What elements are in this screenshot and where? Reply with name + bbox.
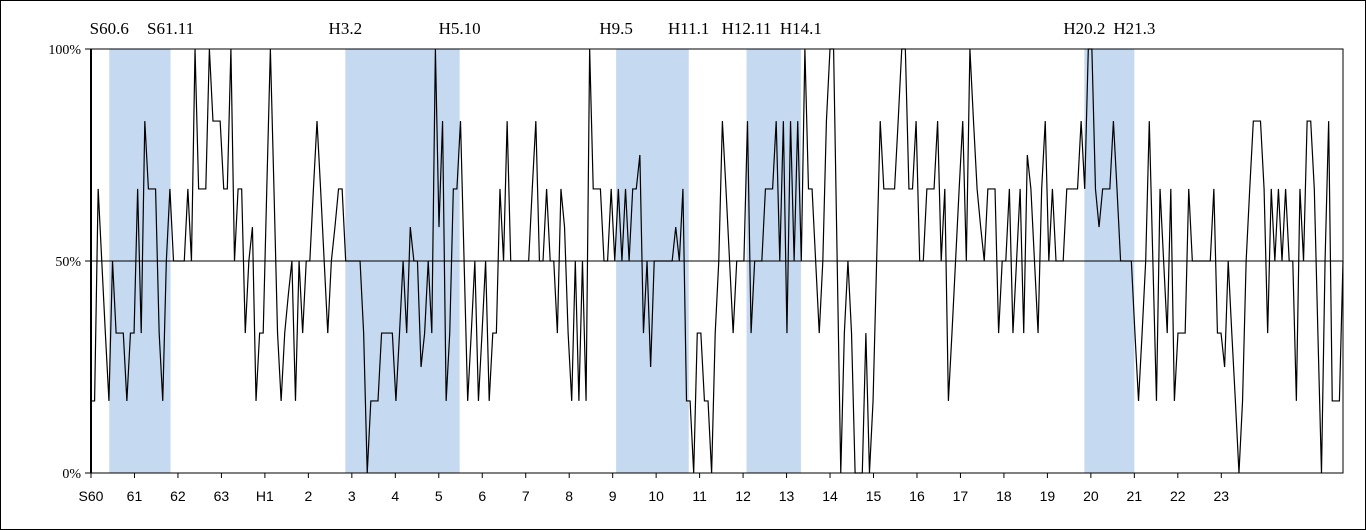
period-labels: S60.6 S61.11 H3.2 H5.10 H9.5 H11.1 H12.11 H14.1… (90, 19, 1156, 38)
y-tick-label-2: 100% (48, 43, 81, 58)
x-tick-label-21: 18 (996, 488, 1012, 504)
x-tick-labels: S60 61 62 63 H1 2 3 4 5 6 7 8 9 10 11 12 13 14 15 16 17 18 19 2… (79, 488, 1230, 504)
x-tick-label-15: 12 (735, 488, 751, 504)
period-start-label-0: S60.6 (90, 19, 129, 38)
x-tick-label-13: 10 (648, 488, 664, 504)
period-start-label-2: H9.5 (599, 19, 633, 38)
y-tick-label-0: 0% (62, 467, 81, 482)
x-tick-label-23: 20 (1083, 488, 1099, 504)
x-tick-label-12: 9 (609, 488, 617, 504)
x-tick-label-8: 5 (435, 488, 443, 504)
x-tick-label-26: 23 (1213, 488, 1229, 504)
series-line (91, 48, 1344, 474)
x-tick-label-17: 14 (822, 488, 838, 504)
period-start-label-3: H12.11 (722, 19, 772, 38)
x-tick-label-1: 61 (127, 488, 143, 504)
period-end-label-1: H5.10 (439, 19, 481, 38)
x-tick-label-9: 6 (478, 488, 486, 504)
x-tick-label-19: 16 (909, 488, 925, 504)
period-end-label-0: S61.11 (147, 19, 194, 38)
x-tick-label-3: 63 (214, 488, 230, 504)
x-tick-label-6: 3 (348, 488, 356, 504)
y-tick-label-1: 50% (55, 255, 81, 270)
x-tick-label-22: 19 (1040, 488, 1056, 504)
x-tick-label-16: 13 (779, 488, 795, 504)
period-start-label-4: H20.2 (1063, 19, 1105, 38)
x-tick-label-10: 7 (522, 488, 530, 504)
period-end-label-4: H21.3 (1113, 19, 1155, 38)
axis-ticks (85, 48, 1222, 478)
x-tick-label-2: 62 (170, 488, 186, 504)
x-tick-label-11: 8 (565, 488, 573, 504)
x-tick-label-0: S60 (79, 488, 104, 504)
period-start-label-1: H3.2 (329, 19, 363, 38)
x-tick-label-14: 11 (692, 488, 707, 504)
x-tick-label-25: 22 (1170, 488, 1186, 504)
period-end-label-2: H11.1 (668, 19, 709, 38)
x-tick-label-18: 15 (866, 488, 882, 504)
period-end-label-3: H14.1 (780, 19, 822, 38)
x-tick-label-7: 4 (391, 488, 399, 504)
x-tick-label-5: 2 (304, 488, 312, 504)
x-tick-label-4: H1 (256, 488, 274, 504)
x-tick-label-24: 21 (1127, 488, 1143, 504)
y-tick-labels: 0% 50% 100% (48, 43, 81, 482)
x-tick-label-20: 17 (953, 488, 969, 504)
